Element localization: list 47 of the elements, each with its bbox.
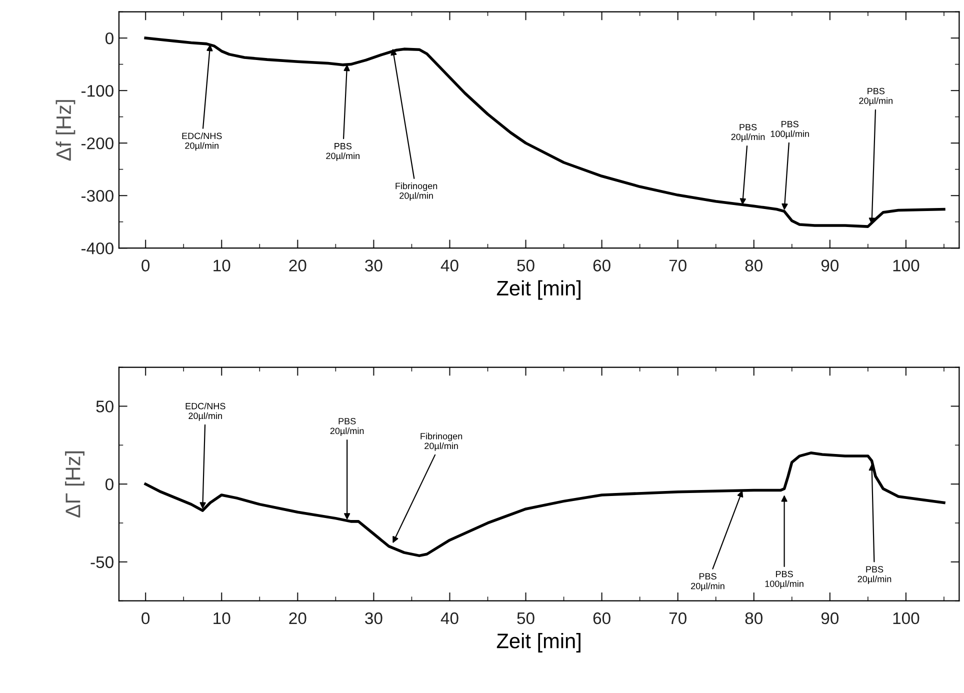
x-tick-label: 50 (517, 612, 534, 624)
x-axis-title: Zeit [min] (496, 633, 580, 652)
annotation: PBS 20µl/min (330, 418, 364, 436)
x-tick-label: 0 (142, 612, 150, 624)
x-tick-label: 40 (440, 612, 458, 624)
annotation: PBS 20µl/min (859, 88, 892, 106)
y-tick-label: -300 (81, 190, 114, 202)
annotation: Fibrinogen 20µl/min (420, 432, 462, 451)
annotation: EDC/NHS 20µl/min (186, 402, 226, 421)
annotation: PBS 20µl/min (858, 566, 892, 584)
x-tick-label: 0 (142, 260, 150, 272)
y-axis-title: Δf [Hz] (56, 100, 76, 161)
annotation: PBS 100µl/min (770, 120, 809, 139)
x-tick-label: 30 (365, 260, 382, 272)
annotation: EDC/NHS 20µl/min (182, 132, 222, 151)
y-tick-label: 0 (105, 32, 114, 44)
x-tick-label: 90 (821, 612, 839, 624)
y-tick-label: 0 (105, 478, 114, 490)
x-tick-label: 40 (440, 260, 458, 272)
x-tick-label: 60 (593, 260, 610, 272)
y-tick-label: -100 (81, 84, 114, 97)
x-tick-label: 50 (517, 260, 534, 272)
annotation: Fibrinogen 20µl/min (396, 182, 438, 201)
x-tick-label: 80 (745, 612, 762, 624)
y-tick-label: 50 (96, 400, 114, 412)
y-tick-label: -50 (90, 556, 114, 568)
line-series (144, 36, 946, 228)
x-tick-label: 70 (669, 612, 686, 624)
x-axis-title: Zeit [min] (496, 280, 580, 300)
x-tick-label: 10 (214, 612, 230, 624)
x-tick-label: 90 (821, 260, 839, 272)
annotation: PBS 100µl/min (765, 570, 804, 589)
x-tick-label: 20 (289, 260, 306, 272)
x-tick-label: 30 (365, 612, 382, 624)
x-tick-label: 80 (745, 260, 762, 272)
annotation: PBS 20µl/min (731, 124, 765, 142)
x-tick-label: 20 (289, 612, 306, 624)
annotation: PBS 20µl/min (326, 142, 360, 161)
x-tick-label: 100 (893, 260, 920, 272)
y-axis-title: ΔΓ [Hz] (65, 451, 84, 518)
annotation: PBS 20µl/min (691, 573, 724, 592)
y-tick-label: -400 (81, 242, 114, 254)
x-tick-label: 70 (669, 260, 686, 272)
x-tick-label: 10 (214, 260, 230, 272)
y-tick-label: -200 (81, 137, 114, 150)
x-tick-label: 100 (893, 612, 920, 624)
x-tick-label: 60 (593, 612, 610, 624)
